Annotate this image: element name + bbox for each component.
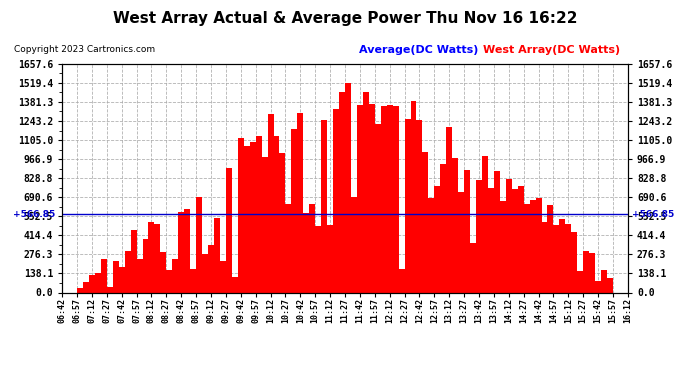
Text: Average(DC Watts): Average(DC Watts) (359, 45, 478, 55)
Text: Copyright 2023 Cartronics.com: Copyright 2023 Cartronics.com (14, 45, 155, 54)
Text: +566.85: +566.85 (632, 210, 674, 219)
Text: West Array(DC Watts): West Array(DC Watts) (483, 45, 620, 55)
Text: West Array Actual & Average Power Thu Nov 16 16:22: West Array Actual & Average Power Thu No… (112, 11, 578, 26)
Text: +566.85: +566.85 (14, 210, 56, 219)
